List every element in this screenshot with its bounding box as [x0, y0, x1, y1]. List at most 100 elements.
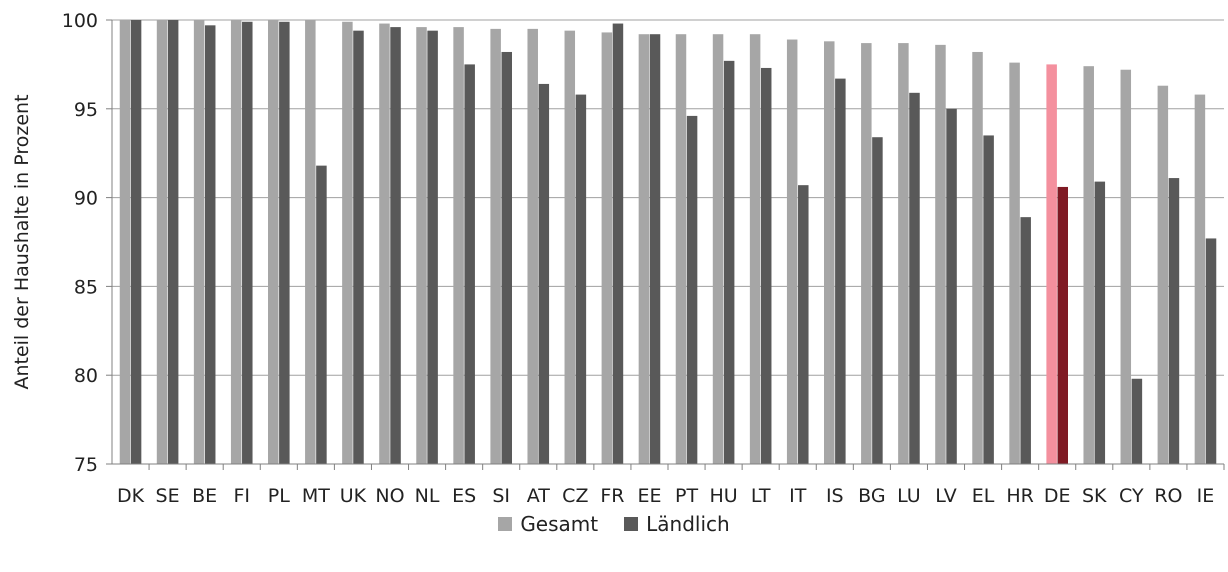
y-tick-label-80: 80: [74, 365, 98, 387]
bar-gesamt-el: [972, 51, 983, 465]
legend-swatch-gesamt: [498, 517, 513, 531]
bar-gesamt-no: [379, 23, 390, 464]
bar-laendlich-it: [798, 185, 809, 464]
bar-gesamt-mt: [305, 20, 316, 464]
legend-label-laendlich: Ländlich: [646, 512, 730, 536]
x-tick-label-lv: LV: [935, 485, 957, 507]
y-tick-label-95: 95: [74, 99, 98, 121]
x-tick-label-lt: LT: [751, 485, 771, 507]
x-tick-label-no: NO: [375, 485, 404, 507]
bar-laendlich-pl: [279, 21, 290, 464]
gridlines: [112, 19, 1224, 376]
x-tick-label-it: IT: [789, 485, 807, 507]
y-axis-label: Anteil der Haushalte in Prozent: [11, 94, 33, 389]
bar-gesamt-es: [453, 27, 464, 464]
bar-laendlich-is: [835, 78, 846, 464]
x-tick-label-nl: NL: [415, 485, 440, 507]
x-tick-label-bg: BG: [858, 485, 885, 507]
bar-laendlich-pt: [686, 115, 698, 465]
x-tick-label-pt: PT: [675, 485, 698, 507]
legend-item-laendlich: Ländlich: [624, 512, 730, 536]
x-tick-label-lu: LU: [897, 485, 921, 507]
bar-gesamt-si: [490, 28, 501, 464]
legend-label-gesamt: Gesamt: [520, 512, 599, 536]
bar-gesamt-nl: [416, 27, 427, 464]
x-tick-label-si: SI: [492, 485, 510, 507]
bar-gesamt-dk: [119, 20, 131, 464]
x-tick-label-es: ES: [452, 485, 476, 507]
x-tick-label-fr: FR: [600, 485, 624, 507]
x-tick-label-de: DE: [1044, 485, 1071, 507]
bar-gesamt-cz: [564, 30, 576, 464]
bar-laendlich-no: [390, 27, 401, 464]
bar-laendlich-lv: [946, 108, 957, 465]
bar-laendlich-at: [538, 83, 550, 464]
bar-laendlich-se: [167, 20, 179, 464]
bar-gesamt-lt: [749, 34, 761, 464]
legend-item-gesamt: Gesamt: [498, 512, 598, 536]
legend-swatch-laendlich: [624, 517, 639, 531]
x-tick-label-ie: IE: [1197, 485, 1215, 507]
x-tick-label-cz: CZ: [562, 485, 588, 507]
bar-gesamt-pt: [675, 34, 687, 464]
x-tick-label-pl: PL: [268, 485, 290, 507]
bar-gesamt-bg: [861, 43, 872, 464]
bar-laendlich-ee: [649, 34, 661, 464]
bar-gesamt-be: [193, 20, 205, 464]
bar-laendlich-nl: [427, 30, 438, 464]
bar-gesamt-cy: [1120, 69, 1132, 464]
x-tick-label-ro: RO: [1154, 485, 1182, 507]
x-tick-label-uk: UK: [340, 485, 367, 507]
bar-gesamt-hu: [712, 34, 724, 464]
bar-gesamt-lv: [935, 44, 946, 464]
x-tick-label-is: IS: [826, 485, 844, 507]
x-tick-label-dk: DK: [117, 485, 145, 507]
bar-laendlich-cz: [575, 94, 587, 464]
bar-gesamt-sk: [1083, 66, 1094, 465]
bar-gesamt-fi: [230, 20, 242, 464]
x-tick-label-at: AT: [527, 485, 551, 507]
y-tick-label-90: 90: [74, 188, 98, 210]
bar-laendlich-si: [501, 51, 512, 465]
bar-gesamt-ee: [638, 34, 650, 464]
bar-laendlich-ie: [1205, 238, 1217, 464]
x-tick-label-el: EL: [972, 485, 995, 507]
bar-laendlich-hr: [1020, 217, 1031, 464]
axes: 75 80 85 90 95 100 DK SE BE FI PL MT UK NO NL ES SI AT CZ F…: [62, 10, 1225, 507]
x-tick-label-cy: CY: [1119, 485, 1144, 507]
legend: Gesamt Ländlich: [0, 512, 1228, 536]
bar-laendlich-ro: [1168, 178, 1180, 464]
x-tick-label-be: BE: [192, 485, 217, 507]
x-tick-label-mt: MT: [302, 485, 330, 507]
bar-gesamt-de: [1046, 64, 1057, 465]
bar-gesamt-fr: [601, 32, 613, 464]
bar-laendlich-fr: [612, 23, 624, 464]
bar-gesamt-is: [824, 41, 835, 464]
bar-laendlich-be: [204, 25, 216, 464]
bar-laendlich-uk: [353, 30, 364, 464]
x-tick-label-ee: EE: [637, 485, 661, 507]
y-tick-label-75: 75: [74, 454, 98, 476]
bars: [119, 20, 1217, 465]
bar-laendlich-lu: [909, 92, 920, 464]
bar-laendlich-cy: [1131, 378, 1143, 464]
bar-laendlich-hu: [723, 60, 735, 465]
bar-laendlich-sk: [1094, 181, 1106, 464]
x-tick-label-se: SE: [156, 485, 180, 507]
y-tick-label-85: 85: [74, 276, 98, 298]
bar-laendlich-mt: [316, 165, 327, 464]
x-tick-label-hu: HU: [709, 485, 737, 507]
bar-gesamt-hr: [1009, 62, 1020, 465]
bar-laendlich-dk: [130, 20, 142, 464]
bar-laendlich-el: [983, 135, 994, 464]
bar-gesamt-uk: [342, 21, 353, 464]
bar-laendlich-es: [464, 64, 475, 465]
bar-gesamt-it: [786, 39, 798, 464]
x-tick-label-sk: SK: [1082, 485, 1107, 507]
bar-laendlich-bg: [872, 137, 883, 464]
bar-gesamt-at: [527, 28, 538, 464]
x-tick-label-fi: FI: [233, 485, 250, 507]
bar-laendlich-lt: [760, 67, 772, 465]
